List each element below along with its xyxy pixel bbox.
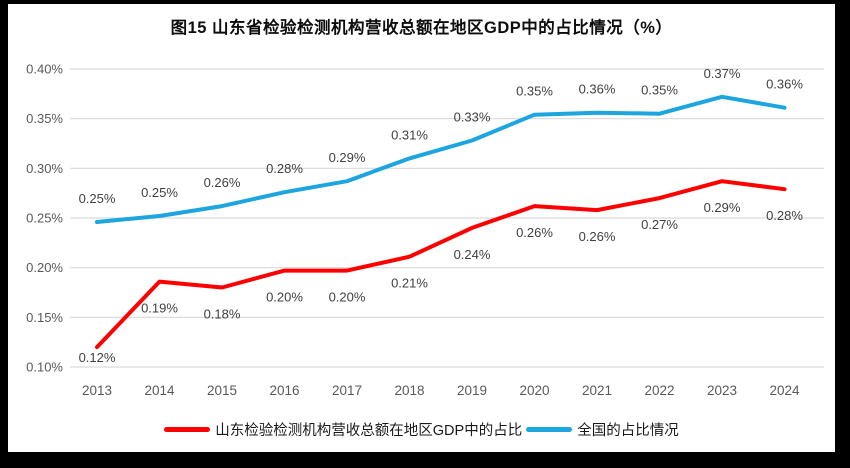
- x-tick-label: 2015: [207, 383, 237, 398]
- data-label: 0.26%: [579, 229, 616, 244]
- legend-item-national: 全国的占比情况: [526, 419, 679, 440]
- data-label: 0.29%: [329, 150, 366, 165]
- y-tick-label: 0.10%: [26, 360, 63, 375]
- x-tick-label: 2019: [457, 383, 487, 398]
- y-tick-label: 0.40%: [26, 62, 63, 77]
- data-label: 0.21%: [391, 276, 428, 291]
- y-tick-label: 0.15%: [26, 310, 63, 325]
- x-tick-label: 2016: [269, 383, 299, 398]
- chart-legend: 山东检验检测机构营收总额在地区GDP中的占比 全国的占比情况: [8, 419, 835, 440]
- data-label: 0.37%: [704, 66, 741, 81]
- y-tick-label: 0.20%: [26, 260, 63, 275]
- y-tick-label: 0.30%: [26, 161, 63, 176]
- chart-canvas: 图15 山东省检验检测机构营收总额在地区GDP中的占比情况（%） 0.10% 0.…: [8, 4, 835, 452]
- x-tick-label: 2020: [519, 383, 549, 398]
- data-label: 0.25%: [79, 191, 116, 206]
- y-tick-label: 0.25%: [26, 211, 63, 226]
- data-label: 0.20%: [266, 290, 303, 305]
- data-label: 0.18%: [204, 307, 241, 322]
- data-label: 0.26%: [204, 175, 241, 190]
- x-tick-label: 2013: [82, 383, 112, 398]
- legend-label-national: 全国的占比情况: [577, 423, 679, 439]
- legend-swatch-shandong-line: [164, 427, 211, 432]
- data-label: 0.28%: [766, 208, 803, 223]
- data-label: 0.25%: [141, 185, 178, 200]
- data-label: 0.35%: [516, 84, 553, 99]
- x-tick-label: 2014: [144, 383, 175, 398]
- data-label: 0.12%: [79, 350, 116, 365]
- data-label: 0.27%: [641, 217, 678, 232]
- data-label: 0.33%: [454, 110, 491, 125]
- data-label: 0.28%: [266, 161, 303, 176]
- x-tick-label: 2017: [332, 383, 362, 398]
- legend-label-shandong: 山东检验检测机构营收总额在地区GDP中的占比: [215, 423, 523, 439]
- data-label: 0.35%: [641, 83, 678, 98]
- x-tick-label: 2024: [769, 383, 800, 398]
- series-line-shandong: [95, 179, 787, 350]
- series-line-national: [95, 94, 787, 224]
- x-tick-label: 2023: [707, 383, 737, 398]
- legend-swatch-national-line: [526, 427, 573, 432]
- data-label: 0.20%: [329, 290, 366, 305]
- data-label: 0.31%: [391, 127, 428, 142]
- data-label: 0.24%: [454, 247, 491, 262]
- x-tick-label: 2018: [394, 383, 424, 398]
- plot-svg: 0.10% 0.15% 0.20% 0.25% 0.30% 0.35% 0.40% 2013 2…: [26, 62, 824, 398]
- y-tick-label: 0.35%: [26, 111, 63, 126]
- chart-title: 图15 山东省检验检测机构营收总额在地区GDP中的占比情况（%）: [170, 19, 673, 37]
- x-tick-label: 2022: [644, 383, 674, 398]
- legend-item-shandong: 山东检验检测机构营收总额在地区GDP中的占比: [164, 419, 522, 440]
- data-label: 0.29%: [704, 200, 741, 215]
- x-tick-label: 2021: [582, 383, 612, 398]
- data-label: 0.26%: [516, 225, 553, 240]
- data-label: 0.36%: [766, 77, 803, 92]
- data-label: 0.19%: [141, 301, 178, 316]
- data-label: 0.36%: [579, 82, 616, 97]
